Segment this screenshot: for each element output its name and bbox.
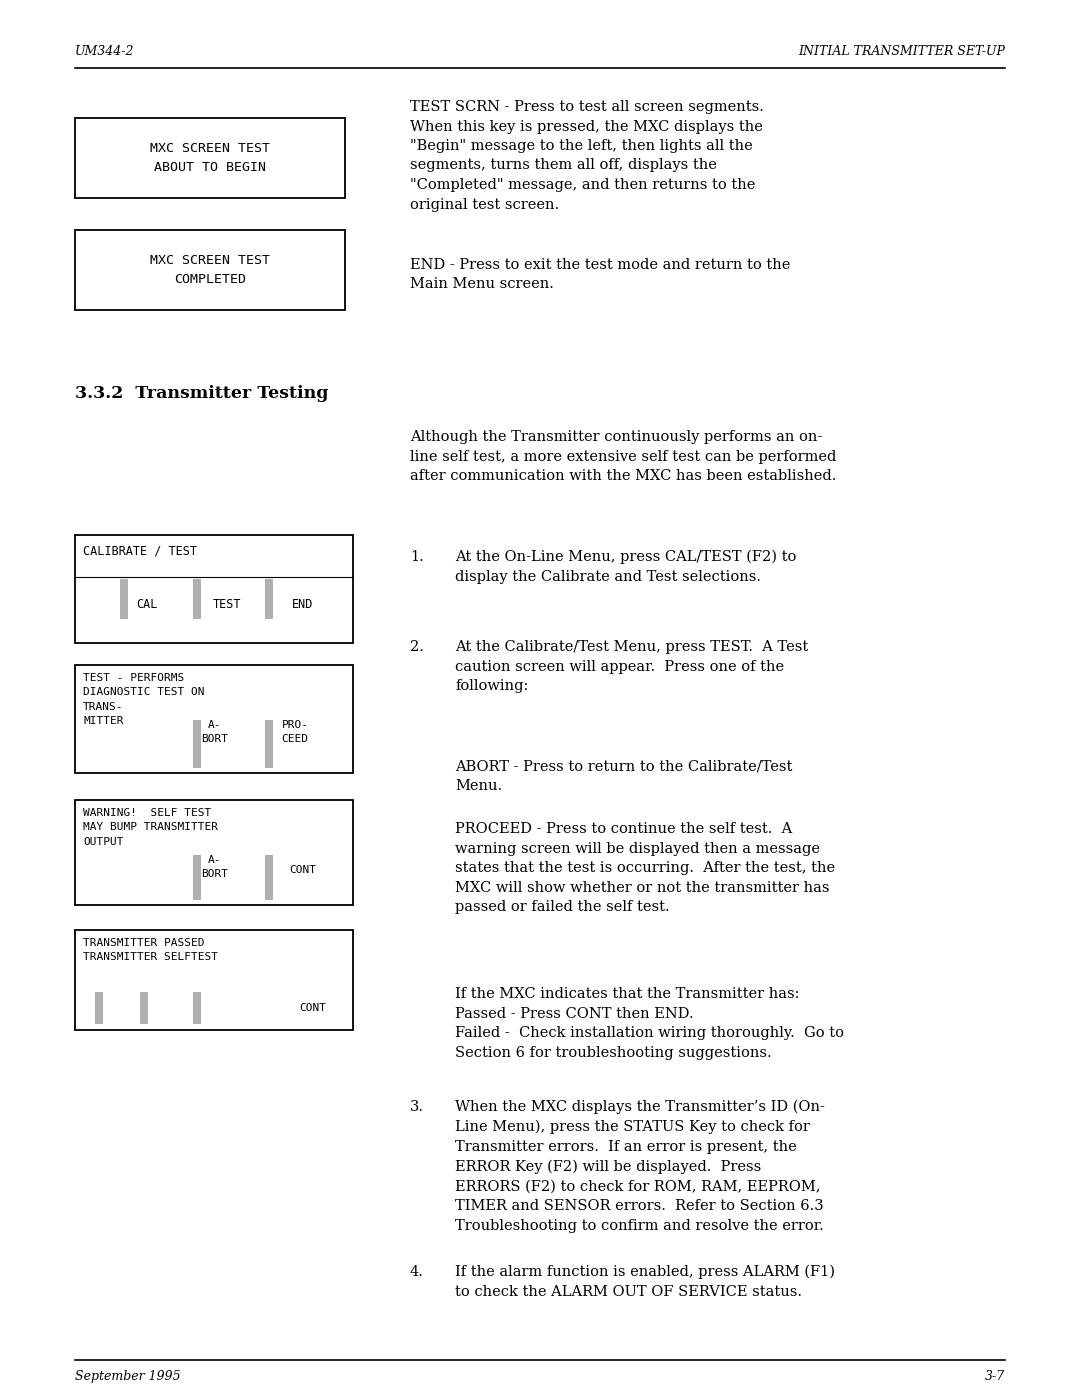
Text: 1.: 1. xyxy=(410,550,423,564)
Bar xyxy=(265,578,273,619)
Bar xyxy=(75,231,345,310)
Text: Although the Transmitter continuously performs an on-
line self test, a more ext: Although the Transmitter continuously pe… xyxy=(410,430,836,483)
Bar xyxy=(140,992,148,1024)
Text: September 1995: September 1995 xyxy=(75,1370,180,1383)
Text: At the On-Line Menu, press CAL/TEST (F2) to
display the Calibrate and Test selec: At the On-Line Menu, press CAL/TEST (F2)… xyxy=(455,550,796,584)
Text: END - Press to exit the test mode and return to the
Main Menu screen.: END - Press to exit the test mode and re… xyxy=(410,258,791,292)
Bar xyxy=(265,719,273,768)
Bar xyxy=(193,992,201,1024)
Text: A-
BORT: A- BORT xyxy=(202,719,229,745)
Text: INITIAL TRANSMITTER SET-UP: INITIAL TRANSMITTER SET-UP xyxy=(798,45,1005,59)
Bar xyxy=(75,930,353,1030)
Bar xyxy=(193,578,201,619)
Bar xyxy=(95,992,103,1024)
Text: A-
BORT: A- BORT xyxy=(202,855,229,879)
Bar xyxy=(120,578,129,619)
Text: PROCEED - Press to continue the self test.  A
warning screen will be displayed t: PROCEED - Press to continue the self tes… xyxy=(455,821,835,914)
Text: WARNING!  SELF TEST
MAY BUMP TRANSMITTER
OUTPUT: WARNING! SELF TEST MAY BUMP TRANSMITTER … xyxy=(83,807,218,847)
Text: END: END xyxy=(293,598,313,612)
Bar xyxy=(75,117,345,198)
Text: 2.: 2. xyxy=(410,640,423,654)
Bar xyxy=(193,855,201,900)
Text: TEST SCRN - Press to test all screen segments.
When this key is pressed, the MXC: TEST SCRN - Press to test all screen seg… xyxy=(410,101,764,211)
Text: CALIBRATE / TEST: CALIBRATE / TEST xyxy=(83,545,197,557)
Text: At the Calibrate/Test Menu, press TEST.  A Test
caution screen will appear.  Pre: At the Calibrate/Test Menu, press TEST. … xyxy=(455,640,808,693)
Text: TEST: TEST xyxy=(213,598,241,612)
Text: MXC SCREEN TEST
COMPLETED: MXC SCREEN TEST COMPLETED xyxy=(150,254,270,286)
Text: PRO-
CEED: PRO- CEED xyxy=(282,719,309,745)
Text: CONT: CONT xyxy=(299,1003,326,1013)
Text: TRANSMITTER PASSED
TRANSMITTER SELFTEST: TRANSMITTER PASSED TRANSMITTER SELFTEST xyxy=(83,937,218,963)
Text: When the MXC displays the Transmitter’s ID (On-
Line Menu), press the STATUS Key: When the MXC displays the Transmitter’s … xyxy=(455,1099,825,1232)
Text: CONT: CONT xyxy=(289,865,316,875)
Text: 3.: 3. xyxy=(410,1099,424,1113)
Text: MXC SCREEN TEST
ABOUT TO BEGIN: MXC SCREEN TEST ABOUT TO BEGIN xyxy=(150,142,270,175)
Text: ABORT - Press to return to the Calibrate/Test
Menu.: ABORT - Press to return to the Calibrate… xyxy=(455,760,793,793)
Text: 3.3.2  Transmitter Testing: 3.3.2 Transmitter Testing xyxy=(75,386,328,402)
Bar xyxy=(75,665,353,773)
Text: 3-7: 3-7 xyxy=(985,1370,1005,1383)
Bar xyxy=(75,535,353,643)
Text: 4.: 4. xyxy=(410,1266,423,1280)
Bar xyxy=(265,855,273,900)
Text: If the alarm function is enabled, press ALARM (F1)
to check the ALARM OUT OF SER: If the alarm function is enabled, press … xyxy=(455,1266,835,1299)
Bar xyxy=(193,719,201,768)
Text: UM344-2: UM344-2 xyxy=(75,45,135,59)
Text: If the MXC indicates that the Transmitter has:
Passed - Press CONT then END.
Fai: If the MXC indicates that the Transmitte… xyxy=(455,988,843,1059)
Text: CAL: CAL xyxy=(136,598,158,612)
Bar xyxy=(75,800,353,905)
Text: TEST - PERFORMS
DIAGNOSTIC TEST ON
TRANS-
MITTER: TEST - PERFORMS DIAGNOSTIC TEST ON TRANS… xyxy=(83,673,204,726)
